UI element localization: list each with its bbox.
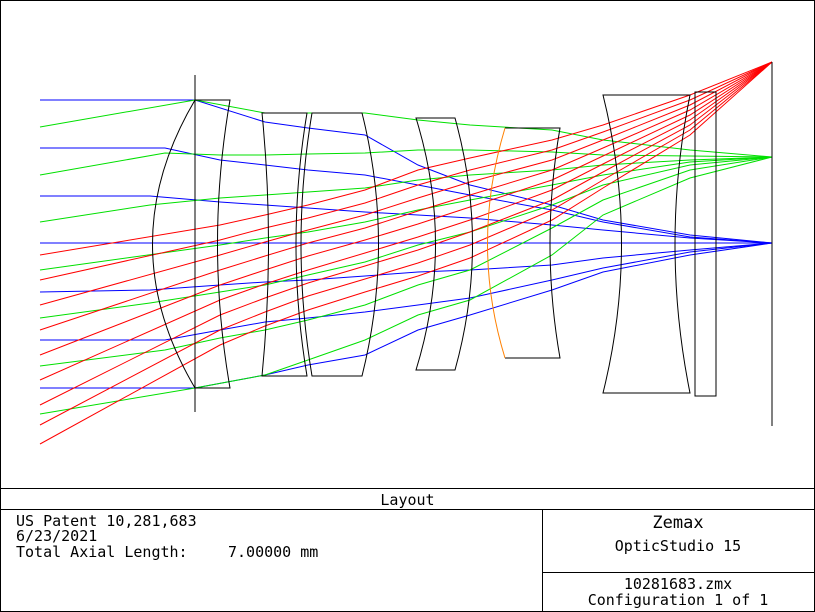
- axial-length-value: 7.00000 mm: [228, 543, 319, 561]
- ray-green-7: [39, 156, 773, 415]
- date-label: 6/23/2021: [16, 527, 98, 545]
- software-version: OpticStudio 15: [614, 537, 742, 555]
- ray-red-7: [39, 61, 773, 406]
- ray-green-5: [39, 156, 773, 319]
- ray-blue-3: [40, 195, 773, 244]
- footer-right-divider: [542, 572, 814, 573]
- lens-elements: [152, 91, 717, 397]
- ray-green-1: [39, 99, 773, 158]
- lens-element-6: [602, 94, 691, 394]
- configuration-label: Configuration 1 of 1: [587, 591, 769, 609]
- lens-element-1: [152, 99, 231, 389]
- footer-divider: [0, 509, 815, 510]
- file-name: 10281683.zmx: [623, 575, 733, 593]
- ray-red-4: [39, 61, 773, 331]
- cover-glass: [694, 91, 717, 397]
- ray-red-8: [39, 61, 773, 426]
- footer-vertical-divider: [542, 509, 543, 611]
- ray-red-9: [39, 61, 773, 445]
- ray-green-6: [39, 156, 773, 367]
- ray-green-2: [39, 149, 773, 176]
- ray-blue-6: [40, 242, 773, 341]
- lens-element-2: [261, 112, 308, 377]
- lens-element-5-front-surface: [487, 127, 506, 359]
- ray-group-field-3: [39, 61, 773, 445]
- ray-group-field-2: [39, 99, 773, 415]
- software-name: Zemax: [652, 513, 704, 533]
- layout-title: Layout: [380, 491, 435, 509]
- lens-element-5: [505, 127, 561, 359]
- patent-label: US Patent 10,281,683: [16, 512, 197, 530]
- optical-layout-diagram: [39, 61, 773, 445]
- ray-red-5: [39, 61, 773, 356]
- ray-group-field-1: [39, 99, 773, 389]
- ray-red-3: [39, 61, 773, 306]
- axial-length-label: Total Axial Length:: [16, 543, 188, 561]
- ray-blue-1: [40, 99, 773, 244]
- lens-element-3: [300, 112, 379, 377]
- ray-red-2: [39, 61, 773, 281]
- lens-element-4: [415, 117, 473, 371]
- ray-red-1: [39, 61, 773, 256]
- ray-red-6: [39, 61, 773, 381]
- ray-blue-7: [40, 242, 773, 389]
- title-divider: [0, 488, 815, 489]
- ray-blue-5: [39, 242, 773, 293]
